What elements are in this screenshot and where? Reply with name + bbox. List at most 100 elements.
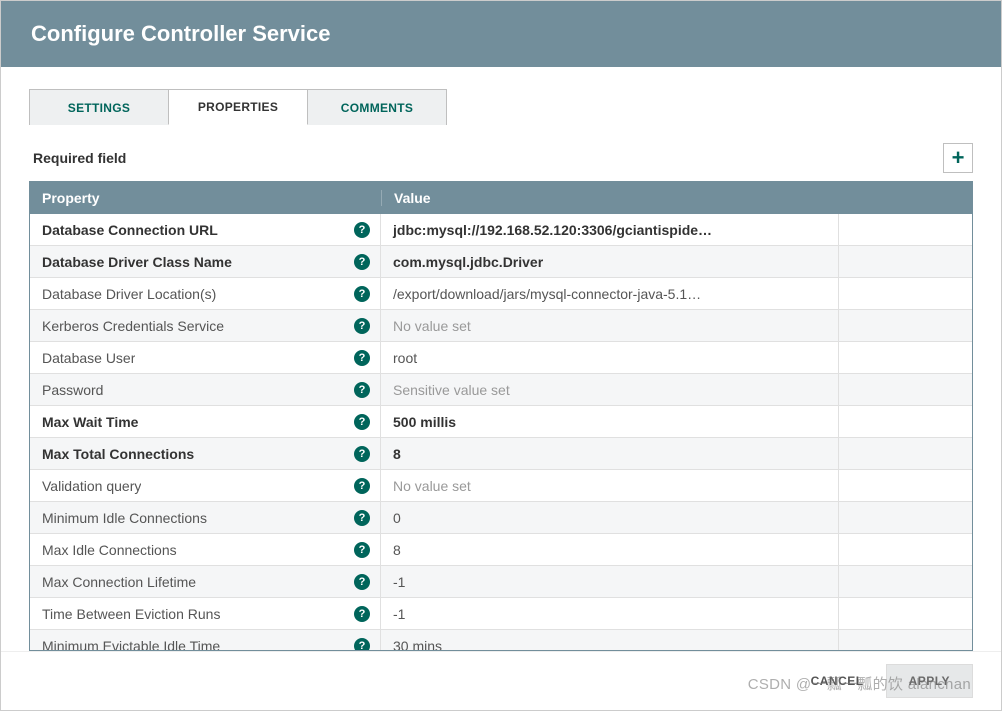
help-icon[interactable]: ?	[354, 542, 370, 558]
property-cell: Max Connection Lifetime?	[30, 566, 381, 597]
cancel-label: CANCEL	[811, 674, 864, 688]
properties-table: Property Value Database Connection URL?j…	[29, 181, 973, 651]
table-row: Database Driver Class Name?com.mysql.jdb…	[30, 246, 972, 278]
property-value[interactable]: 500 millis	[381, 406, 839, 437]
add-property-button[interactable]: +	[943, 143, 973, 173]
property-name: Minimum Idle Connections	[42, 510, 207, 526]
property-name: Database Driver Location(s)	[42, 286, 216, 302]
apply-label: APPLY	[909, 674, 950, 688]
property-value[interactable]: com.mysql.jdbc.Driver	[381, 246, 839, 277]
value-cell: -1	[381, 566, 972, 597]
value-extra	[839, 374, 972, 405]
value-extra	[839, 566, 972, 597]
value-cell: root	[381, 342, 972, 373]
value-cell: -1	[381, 598, 972, 629]
column-header-value: Value	[381, 190, 972, 206]
help-icon[interactable]: ?	[354, 382, 370, 398]
value-cell: No value set	[381, 310, 972, 341]
help-icon[interactable]: ?	[354, 446, 370, 462]
property-value[interactable]: No value set	[381, 470, 839, 501]
value-extra	[839, 502, 972, 533]
property-cell: Validation query?	[30, 470, 381, 501]
property-name: Minimum Evictable Idle Time	[42, 638, 220, 651]
value-extra	[839, 630, 972, 650]
property-name: Max Wait Time	[42, 414, 138, 430]
property-cell: Minimum Evictable Idle Time?	[30, 630, 381, 650]
property-value[interactable]: No value set	[381, 310, 839, 341]
help-icon[interactable]: ?	[354, 286, 370, 302]
value-extra	[839, 310, 972, 341]
tab-properties[interactable]: PROPERTIES	[168, 89, 308, 125]
tab-label: PROPERTIES	[198, 100, 278, 114]
property-value[interactable]: -1	[381, 598, 839, 629]
section-header: Required field +	[29, 143, 973, 173]
help-icon[interactable]: ?	[354, 638, 370, 651]
property-value[interactable]: 8	[381, 534, 839, 565]
help-icon[interactable]: ?	[354, 478, 370, 494]
property-name: Database Driver Class Name	[42, 254, 232, 270]
value-cell: /export/download/jars/mysql-connector-ja…	[381, 278, 972, 309]
tabs: SETTINGS PROPERTIES COMMENTS	[29, 89, 973, 125]
table-row: Max Wait Time?500 millis	[30, 406, 972, 438]
property-cell: Minimum Idle Connections?	[30, 502, 381, 533]
help-icon[interactable]: ?	[354, 510, 370, 526]
tab-settings[interactable]: SETTINGS	[29, 89, 169, 125]
property-cell: Max Total Connections?	[30, 438, 381, 469]
property-cell: Kerberos Credentials Service?	[30, 310, 381, 341]
dialog-title: Configure Controller Service	[31, 21, 331, 46]
table-row: Max Connection Lifetime?-1	[30, 566, 972, 598]
cancel-button[interactable]: CANCEL	[789, 664, 886, 698]
help-icon[interactable]: ?	[354, 414, 370, 430]
table-header: Property Value	[30, 182, 972, 214]
property-name: Max Total Connections	[42, 446, 194, 462]
help-icon[interactable]: ?	[354, 606, 370, 622]
value-cell: 30 mins	[381, 630, 972, 650]
help-icon[interactable]: ?	[354, 254, 370, 270]
help-icon[interactable]: ?	[354, 574, 370, 590]
property-cell: Database Connection URL?	[30, 214, 381, 245]
value-extra	[839, 246, 972, 277]
property-cell: Password?	[30, 374, 381, 405]
column-header-property: Property	[30, 190, 381, 206]
property-value[interactable]: jdbc:mysql://192.168.52.120:3306/gcianti…	[381, 214, 839, 245]
tab-comments[interactable]: COMMENTS	[307, 89, 447, 125]
table-body[interactable]: Database Connection URL?jdbc:mysql://192…	[30, 214, 972, 650]
help-icon[interactable]: ?	[354, 222, 370, 238]
configure-controller-service-dialog: Configure Controller Service SETTINGS PR…	[0, 0, 1002, 711]
tab-label: SETTINGS	[68, 101, 130, 115]
property-cell: Max Wait Time?	[30, 406, 381, 437]
value-cell: 8	[381, 534, 972, 565]
property-value[interactable]: /export/download/jars/mysql-connector-ja…	[381, 278, 839, 309]
help-icon[interactable]: ?	[354, 350, 370, 366]
table-row: Database User?root	[30, 342, 972, 374]
property-cell: Database Driver Class Name?	[30, 246, 381, 277]
property-value[interactable]: -1	[381, 566, 839, 597]
property-value[interactable]: Sensitive value set	[381, 374, 839, 405]
value-extra	[839, 470, 972, 501]
help-icon[interactable]: ?	[354, 318, 370, 334]
value-cell: jdbc:mysql://192.168.52.120:3306/gcianti…	[381, 214, 972, 245]
value-extra	[839, 598, 972, 629]
property-cell: Database User?	[30, 342, 381, 373]
property-value[interactable]: 30 mins	[381, 630, 839, 650]
value-extra	[839, 438, 972, 469]
value-cell: 8	[381, 438, 972, 469]
property-name: Database Connection URL	[42, 222, 218, 238]
apply-button[interactable]: APPLY	[886, 664, 973, 698]
table-row: Minimum Idle Connections?0	[30, 502, 972, 534]
table-row: Minimum Evictable Idle Time?30 mins	[30, 630, 972, 650]
property-name: Kerberos Credentials Service	[42, 318, 224, 334]
property-cell: Max Idle Connections?	[30, 534, 381, 565]
property-cell: Database Driver Location(s)?	[30, 278, 381, 309]
property-cell: Time Between Eviction Runs?	[30, 598, 381, 629]
table-row: Kerberos Credentials Service?No value se…	[30, 310, 972, 342]
property-name: Time Between Eviction Runs	[42, 606, 220, 622]
table-row: Time Between Eviction Runs?-1	[30, 598, 972, 630]
property-value[interactable]: root	[381, 342, 839, 373]
required-field-label: Required field	[29, 150, 126, 166]
property-value[interactable]: 8	[381, 438, 839, 469]
tab-label: COMMENTS	[341, 101, 413, 115]
table-row: Max Total Connections?8	[30, 438, 972, 470]
property-value[interactable]: 0	[381, 502, 839, 533]
value-cell: No value set	[381, 470, 972, 501]
